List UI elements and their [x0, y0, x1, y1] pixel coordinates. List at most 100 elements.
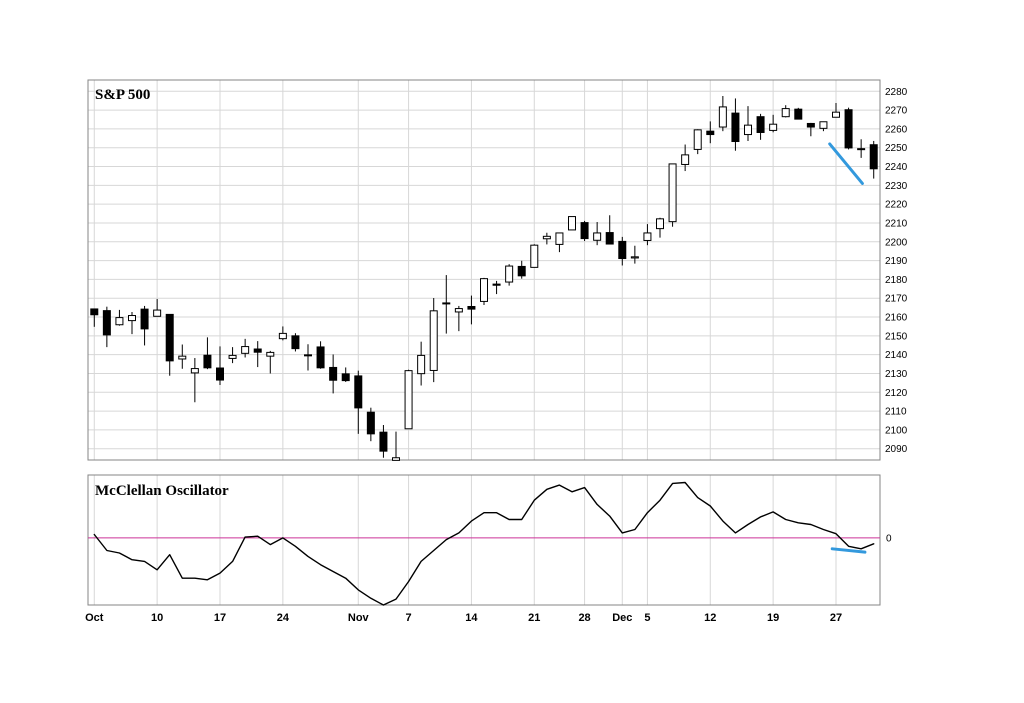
- candle-body: [128, 315, 136, 322]
- x-axis-label: Nov: [348, 612, 370, 624]
- candle-body: [216, 367, 224, 381]
- candle-body: [467, 305, 476, 310]
- candle-body: [115, 317, 124, 326]
- candle-body: [266, 351, 275, 357]
- y-axis-label: 2130: [885, 369, 908, 380]
- y-axis-label: 2120: [885, 388, 908, 399]
- y-axis-label: 2140: [885, 350, 908, 361]
- candle-body: [329, 366, 338, 381]
- x-axis-label: 24: [277, 612, 290, 624]
- candle-body: [668, 163, 677, 223]
- y-axis-label: 2090: [885, 444, 908, 455]
- x-axis-label: Oct: [85, 612, 104, 624]
- candle-body: [153, 309, 162, 317]
- candle-body: [643, 232, 652, 241]
- y-axis-label: 2240: [885, 162, 908, 173]
- candle-body: [304, 354, 312, 357]
- candle-body: [605, 232, 614, 245]
- candle-body: [178, 355, 187, 360]
- candle-body: [769, 123, 778, 131]
- candle-body: [857, 148, 866, 151]
- candle-body: [693, 129, 702, 150]
- y-axis-label: 2270: [885, 106, 908, 117]
- x-axis-label: 17: [214, 612, 226, 624]
- candle-body: [656, 218, 664, 230]
- candle-body: [429, 310, 438, 371]
- candle-body: [492, 283, 501, 286]
- oscillator-panel-title: McClellan Oscillator: [95, 483, 229, 499]
- price-panel-border: [87, 79, 881, 461]
- x-axis-label: 14: [465, 612, 478, 624]
- candle-body: [618, 240, 627, 260]
- candle-body: [366, 411, 375, 435]
- trendline-annotation: [828, 142, 864, 185]
- x-axis-label: 10: [151, 612, 163, 624]
- candle-body: [90, 308, 99, 316]
- x-axis-label: 12: [704, 612, 716, 624]
- candle-body: [341, 373, 350, 382]
- candle-body: [844, 109, 853, 149]
- candle-body: [630, 256, 639, 259]
- candle-body: [228, 354, 237, 359]
- candle-body: [316, 346, 325, 369]
- y-axis-label: 2150: [885, 331, 908, 342]
- candle-body: [580, 222, 589, 240]
- candle-body: [706, 130, 715, 136]
- y-axis-label: 2250: [885, 143, 908, 154]
- candle-body: [379, 431, 388, 452]
- candle-body: [505, 265, 514, 283]
- y-axis-label: 2220: [885, 200, 908, 211]
- candle-body: [165, 313, 174, 362]
- candle-body: [794, 108, 803, 120]
- candle-body: [442, 302, 451, 305]
- y-axis-label: 2230: [885, 181, 908, 192]
- candle-body: [530, 244, 539, 268]
- candle-body: [568, 216, 576, 231]
- candle-body: [819, 121, 828, 129]
- candle-body: [190, 368, 199, 374]
- candle-body: [756, 116, 765, 133]
- y-axis-label: 2280: [885, 87, 908, 98]
- candle-body: [392, 457, 400, 461]
- x-axis-label: 28: [578, 612, 590, 624]
- x-axis-label: 5: [644, 612, 650, 624]
- candle-body: [593, 232, 602, 241]
- candle-body: [102, 310, 111, 336]
- zero-label: 0: [886, 533, 892, 544]
- candle-body: [140, 308, 149, 330]
- candle-body: [480, 278, 488, 302]
- candle-body: [454, 308, 463, 313]
- candle-body: [417, 354, 426, 375]
- y-axis-label: 2170: [885, 294, 908, 305]
- x-axis-label: 7: [406, 612, 412, 624]
- candle-body: [278, 332, 287, 340]
- y-axis-label: 2160: [885, 313, 908, 324]
- candle-body: [517, 265, 526, 277]
- candle-body: [542, 235, 551, 240]
- y-axis-label: 2210: [885, 218, 908, 229]
- y-axis-label: 2180: [885, 275, 908, 286]
- trendline-annotation: [830, 547, 867, 554]
- candle-body: [681, 154, 690, 165]
- candle-body: [555, 232, 564, 245]
- candle-body: [781, 108, 790, 118]
- x-axis-label: 27: [830, 612, 842, 624]
- oscillator-panel-border: [87, 474, 881, 606]
- x-axis-label: Dec: [612, 612, 632, 624]
- y-axis-label: 2200: [885, 237, 908, 248]
- candle-body: [203, 354, 212, 369]
- candle-body: [744, 124, 752, 136]
- y-axis-label: 2100: [885, 425, 908, 436]
- candle-body: [253, 348, 262, 353]
- y-axis-label: 2190: [885, 256, 908, 267]
- x-axis-label: 21: [528, 612, 540, 624]
- candle-body: [241, 346, 250, 354]
- x-axis-label: 19: [767, 612, 779, 624]
- candle-body: [832, 111, 840, 118]
- candle-body: [718, 106, 727, 128]
- candle-body: [291, 335, 300, 350]
- y-axis-label: 2110: [885, 407, 907, 418]
- oscillator-line: [93, 481, 875, 606]
